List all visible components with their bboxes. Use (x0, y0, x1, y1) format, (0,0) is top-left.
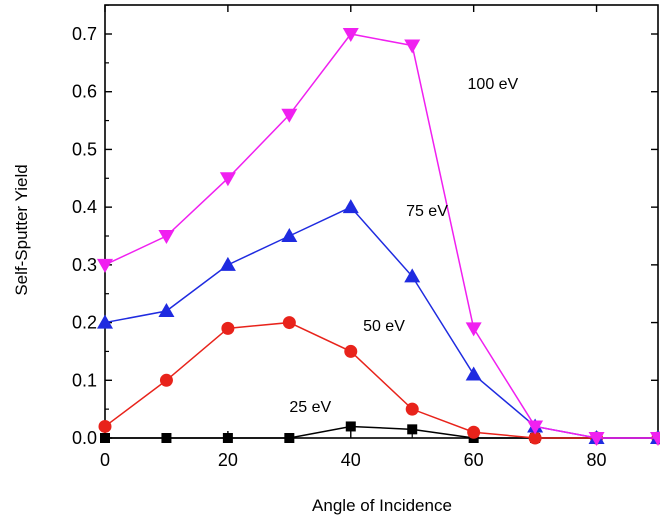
data-point-75-ev (158, 303, 175, 318)
data-point-50-ev (405, 402, 419, 416)
data-point-25-ev (407, 424, 418, 435)
y-tick-label: 0.0 (72, 428, 97, 448)
data-point-100-ev (588, 432, 605, 446)
y-tick-label: 0.4 (72, 197, 97, 217)
series-100-ev (97, 28, 660, 446)
x-tick-label: 40 (341, 450, 361, 470)
series-25-ev (100, 421, 660, 443)
data-point-50-ev (282, 316, 296, 330)
data-point-100-ev (465, 322, 482, 337)
y-tick-label: 0.1 (72, 370, 97, 390)
data-point-25-ev (161, 433, 172, 443)
data-point-75-ev (219, 256, 236, 271)
series-50-ev (98, 316, 660, 445)
series-label-75-ev: 75 eV (406, 203, 448, 220)
data-point-50-ev (159, 373, 173, 387)
data-point-100-ev (404, 39, 421, 54)
data-point-50-ev (528, 431, 542, 445)
data-point-50-ev (98, 419, 112, 433)
data-point-25-ev (284, 433, 295, 443)
data-point-100-ev (281, 108, 298, 123)
x-axis-label: Angle of Incidence (312, 496, 452, 515)
y-tick-label: 0.6 (72, 82, 97, 102)
data-point-100-ev (97, 258, 113, 273)
series-line-100-ev (104, 33, 658, 439)
data-point-75-ev (342, 199, 359, 214)
data-point-100-ev (158, 230, 175, 244)
y-axis-label: Self-Sputter Yield (12, 164, 31, 295)
y-tick-label: 0.2 (72, 313, 97, 333)
x-tick-label: 0 (100, 450, 110, 470)
data-point-75-ev (404, 268, 421, 283)
data-point-100-ev (342, 28, 359, 42)
data-point-75-ev (465, 366, 482, 381)
series-label-50-ev: 50 eV (363, 318, 405, 335)
data-point-100-ev (650, 432, 660, 446)
series-line-25-ev (105, 425, 658, 439)
data-point-25-ev (100, 433, 110, 443)
data-point-75-ev (97, 314, 113, 329)
series-line-50-ev (104, 321, 658, 439)
series-label-25-ev: 25 eV (289, 399, 331, 416)
data-point-25-ev (345, 421, 356, 432)
data-point-100-ev (219, 172, 236, 187)
data-point-50-ev (344, 344, 358, 358)
plot-frame (104, 4, 659, 439)
series-label-100-ev: 100 eV (468, 76, 519, 93)
x-tick-label: 20 (218, 450, 238, 470)
labels-layer: 25 eV 50 eV 75 eV 100 eV (289, 76, 518, 416)
y-tick-label: 0.5 (72, 139, 97, 159)
series-layer (97, 28, 660, 446)
x-tick-label: 60 (464, 450, 484, 470)
data-point-50-ev (467, 425, 481, 439)
axes: 0 20 40 60 80 0.0 0.1 0.2 0.3 0.4 0.5 0.6 0.7 (72, 4, 659, 470)
y-tick-label: 0.3 (72, 255, 97, 275)
x-tick-label: 80 (587, 450, 607, 470)
y-tick-label: 0.7 (72, 24, 97, 44)
data-point-100-ev (527, 420, 544, 435)
data-point-25-ev (222, 433, 233, 443)
data-point-50-ev (221, 321, 235, 335)
data-point-75-ev (281, 228, 298, 242)
